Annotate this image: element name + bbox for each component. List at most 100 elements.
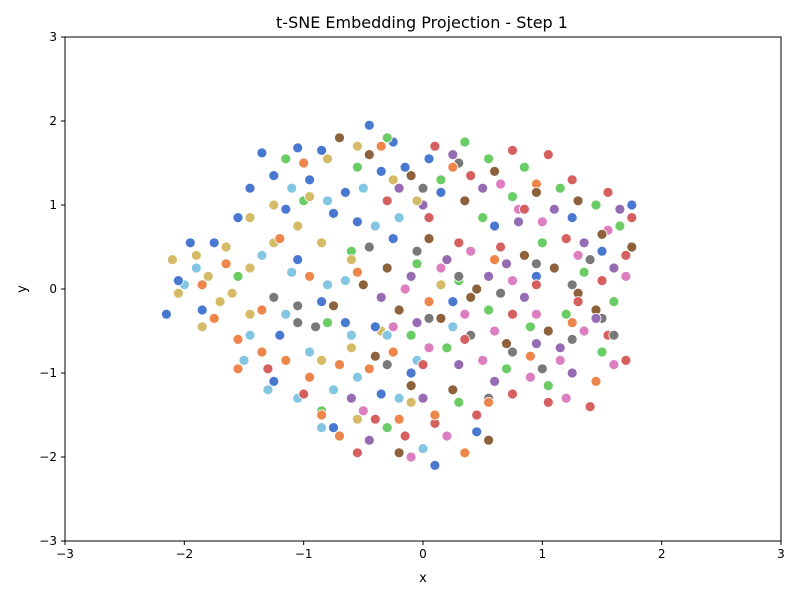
data-point <box>381 132 393 144</box>
data-point <box>316 144 328 156</box>
data-point <box>596 245 608 257</box>
data-point <box>345 254 357 266</box>
data-point <box>519 249 530 261</box>
data-point <box>548 203 560 215</box>
data-point <box>286 266 298 278</box>
x-tick-label: 0 <box>419 547 427 561</box>
data-point <box>280 203 292 215</box>
data-point <box>519 161 530 173</box>
data-point <box>405 451 417 463</box>
data-point <box>507 346 518 358</box>
data-point <box>232 270 244 282</box>
data-point <box>208 312 220 324</box>
data-point <box>363 119 375 131</box>
data-point <box>596 228 608 240</box>
data-point <box>345 342 357 354</box>
data-point <box>351 161 363 173</box>
data-point <box>304 270 316 282</box>
data-point <box>256 147 268 159</box>
data-point <box>477 212 489 224</box>
data-point <box>536 363 548 375</box>
data-point <box>298 157 310 169</box>
data-point <box>328 422 339 434</box>
data-point <box>608 262 620 274</box>
data-point <box>525 350 536 362</box>
data-point <box>519 291 530 303</box>
data-point <box>190 249 202 261</box>
data-point <box>447 321 459 333</box>
data-point <box>471 283 483 295</box>
data-point <box>214 296 226 308</box>
data-point <box>405 329 417 341</box>
data-point <box>304 371 316 383</box>
data-point <box>495 287 507 299</box>
data-point <box>232 363 244 375</box>
data-point <box>351 216 363 228</box>
data-point <box>393 392 405 404</box>
data-point <box>351 266 363 278</box>
data-point <box>477 354 489 366</box>
data-point <box>596 346 608 358</box>
data-point <box>483 153 495 165</box>
data-point <box>441 430 453 442</box>
data-point <box>166 254 178 266</box>
data-point <box>268 375 280 387</box>
data-point <box>471 409 483 421</box>
data-point <box>357 182 369 194</box>
data-point <box>531 338 542 350</box>
data-point <box>507 388 518 400</box>
y-tick-label: 3 <box>49 30 57 44</box>
data-point <box>429 409 441 421</box>
data-point <box>208 237 220 249</box>
data-point <box>298 388 310 400</box>
y-axis: −3 −2 −1 0 1 2 3 <box>39 30 65 548</box>
data-point <box>411 245 423 257</box>
data-point <box>172 287 184 299</box>
data-point <box>399 283 411 295</box>
data-point <box>447 149 459 161</box>
data-point <box>292 317 304 329</box>
data-point <box>578 325 590 337</box>
data-point <box>262 384 274 396</box>
y-tick-label: −3 <box>39 534 57 548</box>
data-point <box>375 291 387 303</box>
data-point <box>393 413 405 425</box>
data-point <box>387 346 399 358</box>
data-point <box>328 207 339 219</box>
data-point <box>483 270 495 282</box>
data-point <box>202 270 214 282</box>
data-point <box>620 249 632 261</box>
data-point <box>578 266 590 278</box>
data-point <box>160 308 172 320</box>
data-point <box>369 413 381 425</box>
data-point <box>268 291 280 303</box>
data-point <box>399 430 411 442</box>
data-point <box>387 233 399 245</box>
data-point <box>453 396 465 408</box>
data-point <box>566 212 578 224</box>
data-point <box>334 132 345 144</box>
data-point <box>531 308 542 320</box>
data-point <box>286 182 298 194</box>
data-point <box>232 333 244 345</box>
data-point <box>554 342 566 354</box>
data-point <box>411 195 423 207</box>
data-point <box>351 371 363 383</box>
data-point <box>351 447 363 459</box>
data-point <box>626 241 638 253</box>
data-point <box>536 237 548 249</box>
data-point <box>339 275 351 287</box>
data-point <box>363 434 375 446</box>
y-tick-label: −2 <box>39 450 57 464</box>
data-point <box>542 380 554 392</box>
data-point <box>399 161 411 173</box>
data-point <box>393 182 405 194</box>
data-point <box>507 308 518 320</box>
data-point <box>542 325 554 337</box>
data-point <box>244 308 256 320</box>
data-point <box>244 212 256 224</box>
data-point <box>184 237 196 249</box>
data-point <box>447 161 459 173</box>
data-point <box>507 191 518 203</box>
